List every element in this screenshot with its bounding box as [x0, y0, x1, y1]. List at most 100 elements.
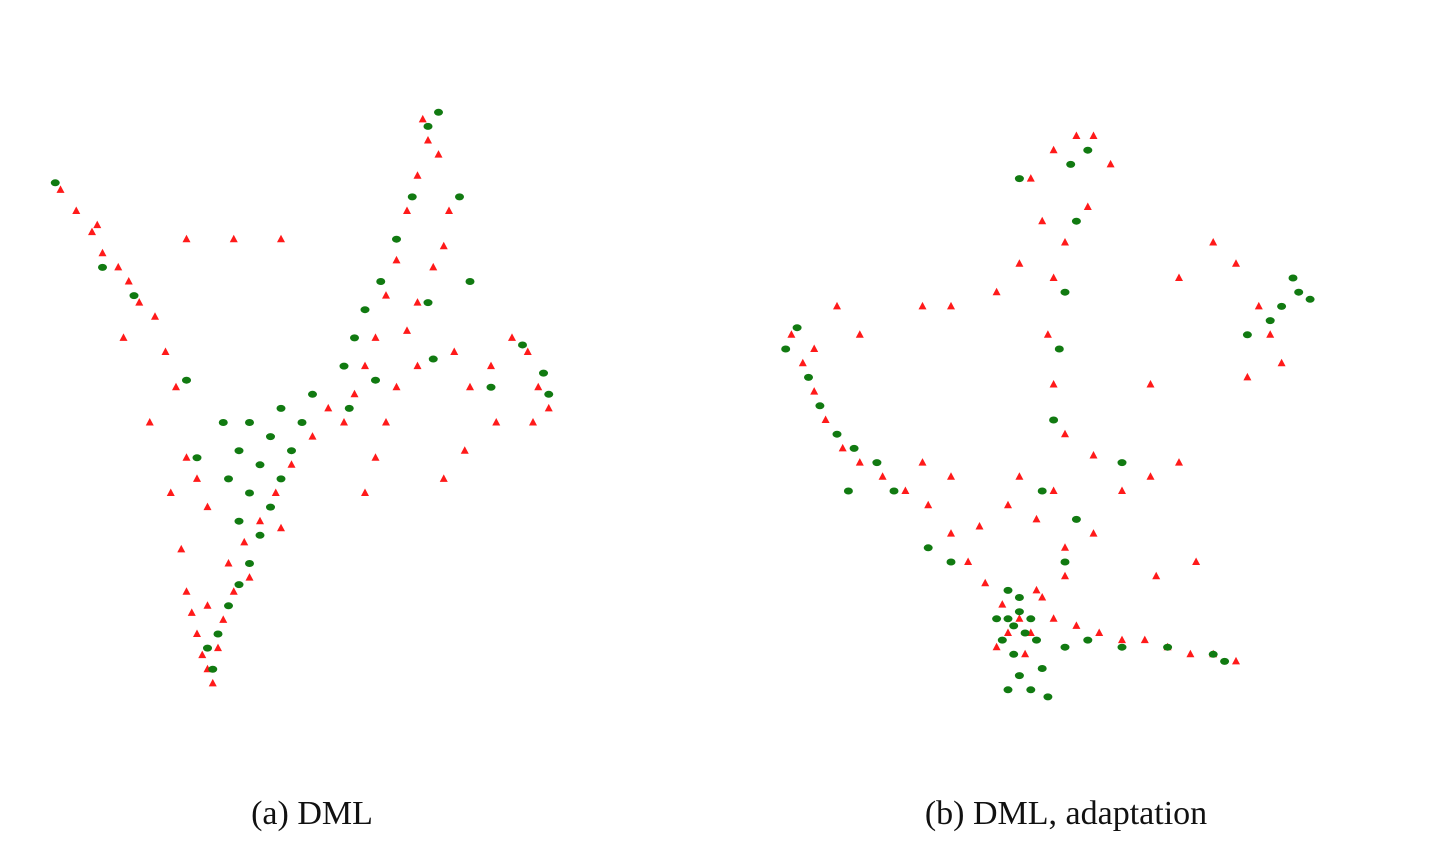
circle-point [1014, 608, 1024, 616]
triangle-point [787, 330, 796, 338]
circle-point [455, 193, 464, 201]
triangle-point [1146, 380, 1155, 388]
scatter-panel [50, 108, 554, 687]
triangle-point [256, 516, 264, 525]
circle-point [213, 630, 223, 638]
circle-point [1265, 317, 1275, 325]
circle-point [234, 517, 244, 525]
scatter-panel [781, 131, 1315, 701]
triangle-point [277, 234, 285, 243]
circle-point [203, 644, 212, 652]
triangle-point [918, 458, 927, 466]
triangle-point [1232, 259, 1240, 267]
triangle-point [224, 559, 233, 567]
triangle-point [114, 262, 123, 271]
caption: (b) DML, adaptation [925, 795, 1207, 832]
triangle-point [88, 227, 96, 236]
circle-point [266, 433, 275, 441]
circle-point [1163, 643, 1173, 651]
triangle-point [492, 418, 501, 426]
triangle-point [172, 382, 180, 391]
circle-point [486, 383, 496, 391]
triangle-point [1140, 635, 1149, 644]
triangle-point [975, 522, 984, 530]
circle-point [276, 475, 286, 483]
triangle-point [1015, 259, 1024, 267]
triangle-point [981, 578, 990, 587]
circle-point [1054, 345, 1064, 353]
triangle-point [1049, 273, 1058, 281]
triangle-point [371, 453, 380, 461]
triangle-point [439, 241, 448, 250]
triangle-point [203, 502, 212, 511]
circle-point [350, 334, 359, 342]
circle-point [518, 341, 527, 349]
circle-point [1032, 636, 1041, 644]
triangle-point [1038, 216, 1047, 225]
triangle-point [240, 537, 249, 546]
triangle-point [810, 344, 819, 352]
circle-point [423, 122, 433, 130]
triangle-point [1061, 429, 1069, 438]
triangle-point [1254, 301, 1263, 310]
circle-point [98, 263, 107, 271]
triangle-point [350, 389, 359, 398]
circle-point [423, 299, 433, 307]
circle-point [308, 390, 317, 398]
circle-point [255, 461, 265, 469]
triangle-point [445, 206, 453, 214]
triangle-point [198, 650, 207, 659]
triangle-point [964, 557, 973, 565]
triangle-point [1049, 380, 1058, 388]
circle-point [371, 376, 380, 384]
triangle-point [1015, 472, 1024, 480]
circle-point [224, 475, 233, 483]
triangle-point [1232, 656, 1240, 665]
triangle-point [460, 446, 469, 454]
triangle-point [166, 488, 175, 496]
circle-point [297, 419, 307, 426]
triangle-point [193, 474, 201, 482]
triangle-point [361, 361, 369, 370]
triangle-point [392, 255, 401, 264]
triangle-point [245, 573, 254, 581]
circle-point [1043, 693, 1053, 701]
triangle-point [1083, 202, 1092, 210]
triangle-point [487, 361, 495, 370]
triangle-point [182, 453, 191, 461]
triangle-point [878, 472, 887, 480]
triangle-point [855, 330, 864, 338]
triangle-point [1186, 649, 1195, 658]
triangle-point [371, 333, 380, 341]
circle-point [1066, 160, 1076, 168]
circle-point [1049, 416, 1059, 424]
circle-point [465, 278, 475, 285]
circle-point [1037, 487, 1047, 495]
triangle-point [924, 500, 933, 509]
circle-point [1083, 636, 1093, 644]
circle-point [544, 390, 554, 398]
triangle-point [187, 608, 196, 616]
triangle-point [534, 382, 543, 391]
circle-point [792, 324, 802, 332]
circle-point [287, 447, 296, 455]
triangle-point [119, 333, 128, 341]
triangle-point [1072, 131, 1081, 139]
triangle-point [429, 262, 438, 271]
circle-point [344, 404, 354, 412]
circle-point [182, 376, 191, 384]
triangle-point [1106, 159, 1115, 168]
circle-point [266, 503, 275, 511]
circle-point [1242, 331, 1252, 339]
triangle-point [98, 248, 107, 257]
triangle-point [798, 358, 807, 367]
circle-point [1117, 643, 1127, 651]
triangle-point [947, 529, 955, 537]
circle-point [1294, 288, 1304, 296]
circle-point [1014, 175, 1024, 183]
triangle-point [1243, 372, 1252, 381]
caption: (a) DML [251, 795, 373, 832]
triangle-point [1146, 472, 1155, 480]
circle-point [1009, 650, 1019, 658]
